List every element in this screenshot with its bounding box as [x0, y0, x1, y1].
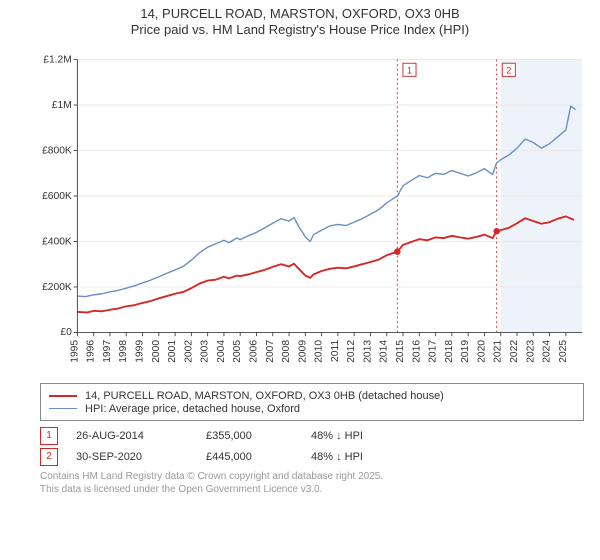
legend-entry: HPI: Average price, detached house, Oxfo… — [49, 403, 575, 415]
sale-price: £445,000 — [206, 451, 311, 463]
x-tick-label: 2011 — [330, 339, 341, 361]
legend-label: HPI: Average price, detached house, Oxfo… — [85, 403, 300, 415]
sale-row: 2 30-SEP-2020£445,00048% ↓ HPI — [40, 448, 584, 466]
sale-row: 1 26-AUG-2014£355,00048% ↓ HPI — [40, 427, 584, 445]
credits-line-2: This data is licensed under the Open Gov… — [40, 483, 584, 496]
x-tick-label: 2024 — [542, 339, 553, 362]
sale-badge-label: 1 — [407, 65, 412, 75]
x-tick-label: 2005 — [232, 339, 243, 362]
x-tick-label: 2016 — [411, 339, 422, 362]
sale-marker-dot — [493, 227, 500, 234]
data-credits: Contains HM Land Registry data © Crown c… — [40, 470, 584, 496]
x-tick-label: 2019 — [460, 339, 471, 362]
x-tick-label: 2017 — [428, 339, 439, 362]
legend-entry: 14, PURCELL ROAD, MARSTON, OXFORD, OX3 0… — [49, 390, 575, 402]
x-tick-label: 1999 — [135, 339, 146, 362]
y-tick-label: £1.2M — [43, 54, 72, 65]
x-tick-label: 2022 — [509, 339, 520, 362]
x-tick-label: 2000 — [151, 339, 162, 362]
sale-marker-dot — [394, 248, 401, 255]
chart-svg: £0 £200K £400K £600K £800K £1M £1.2M 1 2 1995 1996… — [40, 45, 584, 375]
x-tick-label: 2009 — [297, 339, 308, 362]
x-tick-label: 2021 — [493, 339, 504, 362]
x-tick-label: 2004 — [216, 339, 227, 362]
y-tick-label: £0 — [60, 327, 72, 338]
x-tick-label: 2003 — [200, 339, 211, 362]
sale-row-badge: 2 — [40, 448, 58, 466]
x-tick-label: 2007 — [265, 339, 276, 362]
sale-date: 26-AUG-2014 — [76, 430, 206, 442]
y-tick-label: £800K — [42, 145, 72, 156]
x-tick-label: 2008 — [281, 339, 292, 362]
chart-title: 14, PURCELL ROAD, MARSTON, OXFORD, OX3 0… — [0, 0, 600, 41]
chart-area: £0 £200K £400K £600K £800K £1M £1.2M 1 2 1995 1996… — [40, 45, 584, 375]
x-tick-label: 2015 — [395, 339, 406, 362]
x-tick-label: 2023 — [525, 339, 536, 362]
y-tick-label: £600K — [42, 190, 72, 201]
legend-swatch — [49, 395, 77, 397]
x-tick-label: 2010 — [314, 339, 325, 362]
y-tick-label: £400K — [42, 236, 72, 247]
x-tick-label: 1998 — [118, 339, 129, 362]
legend-swatch — [49, 408, 77, 409]
x-tick-label: 2002 — [183, 339, 194, 362]
legend: 14, PURCELL ROAD, MARSTON, OXFORD, OX3 0… — [40, 383, 584, 421]
x-tick-label: 2001 — [167, 339, 178, 362]
x-tick-label: 1995 — [69, 339, 80, 362]
sale-price: £355,000 — [206, 430, 311, 442]
y-tick-label: £1M — [52, 99, 72, 110]
sale-badge-label: 2 — [506, 65, 511, 75]
title-line-2: Price paid vs. HM Land Registry's House … — [10, 22, 590, 38]
x-tick-label: 2020 — [476, 339, 487, 362]
y-tick-label: £200K — [42, 281, 72, 292]
x-tick-label: 1996 — [86, 339, 97, 362]
sale-date: 30-SEP-2020 — [76, 451, 206, 463]
sale-diff: 48% ↓ HPI — [311, 451, 431, 463]
x-tick-label: 2013 — [362, 339, 373, 362]
title-line-1: 14, PURCELL ROAD, MARSTON, OXFORD, OX3 0… — [10, 6, 590, 22]
sales-table: 1 26-AUG-2014£355,00048% ↓ HPI 2 30-SEP-202… — [40, 427, 584, 466]
x-tick-label: 2012 — [346, 339, 357, 362]
sale-diff: 48% ↓ HPI — [311, 430, 431, 442]
x-tick-label: 2018 — [444, 339, 455, 362]
x-tick-label: 2014 — [379, 339, 390, 362]
legend-label: 14, PURCELL ROAD, MARSTON, OXFORD, OX3 0… — [85, 390, 444, 402]
sale-row-badge: 1 — [40, 427, 58, 445]
x-tick-label: 2025 — [558, 339, 569, 362]
x-tick-label: 1997 — [102, 339, 113, 362]
credits-line-1: Contains HM Land Registry data © Crown c… — [40, 470, 584, 483]
x-tick-label: 2006 — [248, 339, 259, 362]
